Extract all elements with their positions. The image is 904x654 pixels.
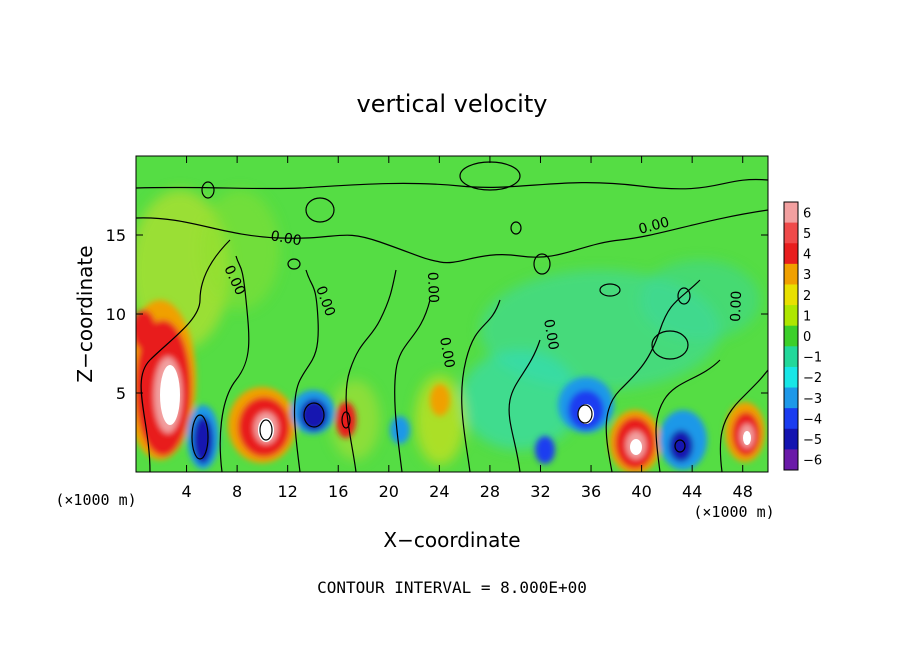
colorbar-label: −1 [803,351,822,366]
colorbar-label: 4 [803,248,811,263]
colorbar-swatch [784,387,798,409]
colorbar-label: 6 [803,206,811,221]
contour-label: 0.00 [269,228,302,249]
cores [160,365,751,455]
colorbar-label: 3 [803,268,811,283]
colorbar-swatch [784,366,798,389]
colorbar-swatch [784,408,798,430]
x-unit-label-right: (×1000 m) [693,503,774,521]
x-unit-label-left: (×1000 m) [55,491,136,509]
colorbar-label: −3 [803,392,822,407]
colorbar-swatch [784,243,798,265]
colorbar-swatch [784,428,798,450]
colorbar-label: 2 [803,289,811,304]
contour-label: 0.00 [436,336,457,369]
y-tick-label: 10 [106,305,126,324]
colorbar-swatch [784,202,798,224]
colorbar-swatch [784,284,798,306]
colorbar: 6 5 4 3 2 1 0 −1 −2 −3 −4 −5 −6 [783,201,822,471]
x-tick-label: 48 [733,482,753,501]
colorbar-label: −6 [803,454,822,469]
colorbar-swatch [784,325,798,347]
colorbar-swatch [784,449,798,471]
colorbar-swatch [784,346,798,368]
contour-label: 0.00 [540,318,561,351]
y-tick-label: 5 [116,384,126,403]
colorbar-swatch [784,263,798,285]
x-tick-label: 16 [328,482,348,501]
colorbar-swatch [784,222,798,244]
x-tick-label: 20 [379,482,399,501]
colorbar-label: −5 [803,433,822,448]
x-tick-label: 28 [480,482,500,501]
x-tick-label: 44 [682,482,702,501]
colorbar-label: 5 [803,227,811,242]
contour-lines [136,161,768,472]
x-tick-label: 8 [232,482,242,501]
x-tick-label: 40 [631,482,651,501]
contour-interval-note: CONTOUR INTERVAL = 8.000E+00 [317,578,587,597]
colorbar-label: −4 [803,412,822,427]
colorbar-swatch [784,305,798,327]
x-axis-label: X−coordinate [383,528,520,552]
colorbar-label: 1 [803,309,811,324]
soft-regions [136,190,760,465]
heatmap-field: 0.00 0.00 0.00 0.00 0.00 0.00 0.00 0.00 [136,156,768,472]
y-tick-label: 15 [106,226,126,245]
x-tick-label: 32 [530,482,550,501]
chart-title: vertical velocity [357,90,548,118]
x-tick-label: 24 [429,482,449,501]
y-axis: 5 10 15 [106,226,768,403]
y-axis-label: Z−coordinate [73,245,97,382]
colorbar-label: 0 [803,330,811,345]
x-tick-label: 4 [181,482,191,501]
x-axis: 4 8 12 16 20 24 28 32 36 40 44 48 [181,156,753,501]
colorbar-label: −2 [803,371,822,386]
colorbar-frame [783,201,799,471]
contour-label: 0.00 [424,272,441,304]
x-tick-label: 36 [581,482,601,501]
x-tick-label: 12 [278,482,298,501]
contour-label: 0.00 [637,214,671,238]
contour-label: 0.00 [728,290,745,322]
